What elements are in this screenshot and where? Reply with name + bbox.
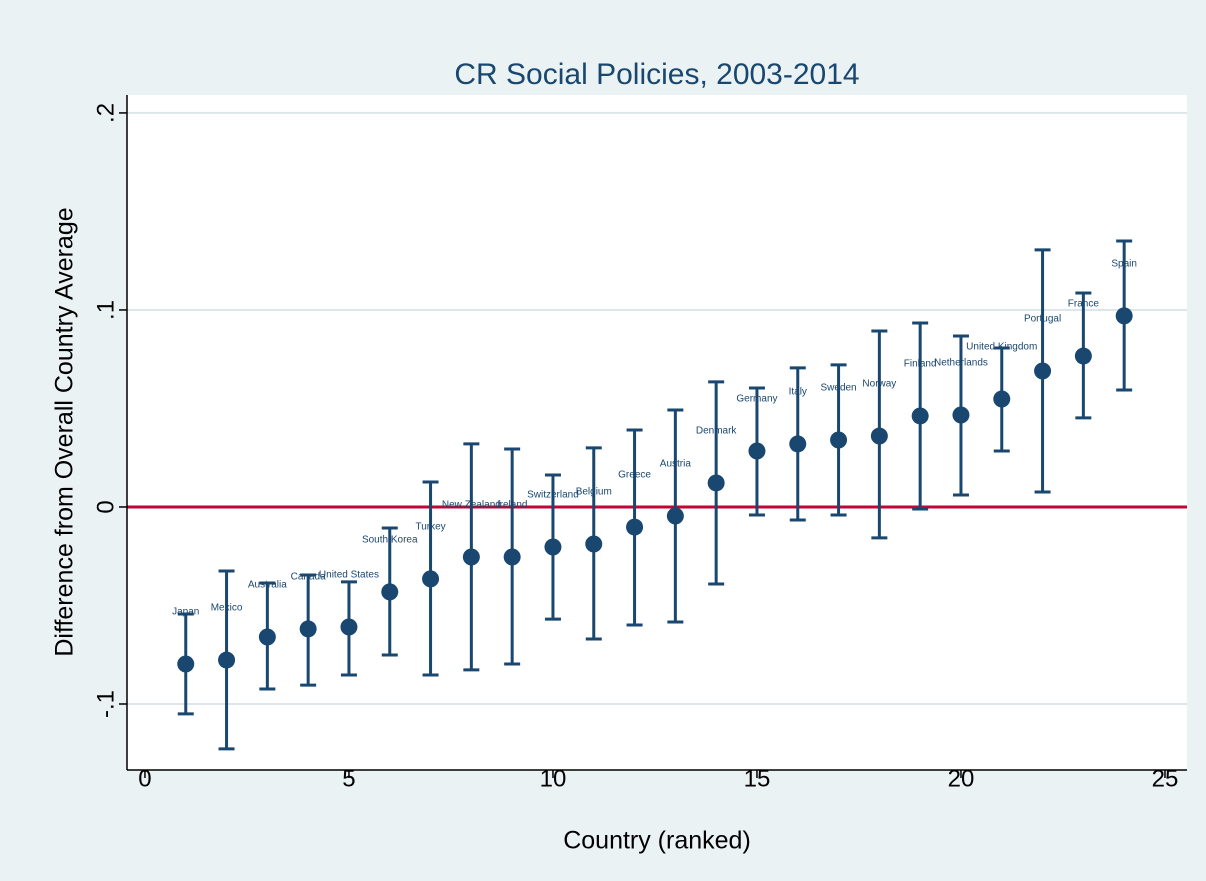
point-label: South Korea [362, 535, 418, 546]
point-label: United States [319, 570, 379, 581]
y-axis-title: Difference from Overall Country Average [51, 207, 79, 656]
point-label: Mexico [211, 603, 243, 614]
point-label: Belgium [576, 487, 612, 498]
point [1074, 347, 1092, 365]
x-tick-label: 0 [138, 765, 151, 792]
point [381, 583, 399, 601]
point [299, 620, 317, 638]
point-label: Greece [618, 470, 651, 481]
point [503, 548, 521, 566]
x-axis-title: Country (ranked) [563, 827, 751, 855]
point [544, 538, 562, 556]
y-tick-label: .2 [92, 103, 119, 123]
point-label: Spain [1111, 259, 1137, 270]
point [830, 431, 848, 449]
point [626, 518, 644, 536]
point [911, 407, 929, 425]
point [585, 535, 603, 553]
chart-title: CR Social Policies, 2003-2014 [454, 58, 859, 91]
point-label: Germany [736, 394, 777, 405]
y-tick-label: -.1 [92, 690, 119, 718]
point-label: Japan [172, 607, 199, 618]
point-label: Canada [291, 572, 326, 583]
point [748, 442, 766, 460]
point-label: Denmark [696, 426, 738, 437]
point [952, 406, 970, 424]
point-label: Finland [904, 359, 937, 370]
point-label: Norway [862, 379, 896, 390]
point-label: Italy [789, 387, 807, 398]
point-label: Turkey [415, 522, 445, 533]
point-label: New Zealand [442, 500, 501, 511]
point [177, 655, 195, 673]
point-label: Ireland [497, 500, 528, 511]
point-label: United Kingdom [966, 342, 1037, 353]
x-tick-label: 5 [342, 765, 355, 792]
y-tick-label: 0 [92, 500, 119, 513]
point [258, 628, 276, 646]
point [340, 618, 358, 636]
point [870, 427, 888, 445]
point [1115, 307, 1133, 325]
point-label: Switzerland [527, 490, 579, 501]
point [707, 474, 725, 492]
plot-area [127, 95, 1187, 770]
point-label: Austria [660, 459, 692, 470]
point [462, 548, 480, 566]
point [218, 651, 236, 669]
y-tick-label: .1 [92, 300, 119, 320]
point-label: Australia [248, 580, 287, 591]
point [422, 570, 440, 588]
point-label: Sweden [820, 383, 856, 394]
point-label: Portugal [1024, 314, 1061, 325]
point [666, 507, 684, 525]
point [1034, 362, 1052, 380]
point [789, 435, 807, 453]
point-label: Netherlands [934, 358, 988, 369]
point [993, 390, 1011, 408]
point-label: France [1068, 299, 1100, 310]
